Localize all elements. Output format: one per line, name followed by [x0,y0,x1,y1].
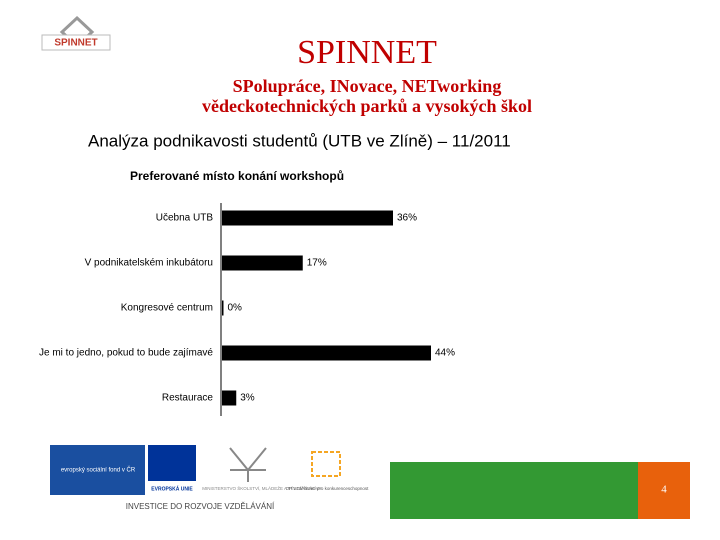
value-label: 0% [228,303,243,314]
eu-text: EVROPSKÁ UNIE [151,485,193,492]
bar [222,255,303,271]
category-label: Je mi to jedno, pokud to bude zajímavé [39,348,213,359]
op-logo [311,451,341,477]
chart-title: Preferované místo konání workshopů [130,169,344,183]
category-label: V podnikatelském inkubátoru [85,258,213,269]
value-label: 3% [240,393,255,404]
category-label: Kongresové centrum [121,303,213,314]
page-box [638,462,690,519]
investice-text: INVESTICE DO ROZVOJE VZDĚLÁVÁNÍ [126,502,275,511]
footer-logos: evropský sociální fond v ČR EVROPSKÁ UNI… [50,445,369,511]
category-label: Restaurace [162,393,214,404]
esf-logo [50,445,145,495]
page-number: 4 [661,484,667,496]
msmt-text: MINISTERSTVO ŠKOLSTVÍ, MLÁDEŽE A TĚLOVÝC… [202,484,321,491]
footer-band [390,462,638,519]
slide-title: SPINNET [297,34,437,71]
esf-text: evropský sociální fond v ČR [61,467,136,474]
value-label: 44% [435,348,455,359]
bar [222,300,224,316]
op-text: OP Vzdělávání pro konkurenceschopnost [286,486,369,491]
logo: SPINNET [41,15,111,51]
logo-text: SPINNET [54,38,97,49]
bar [222,210,393,226]
heading: Analýza podnikavosti studentů (UTB ve Zl… [88,131,511,150]
msmt-logo [229,447,267,482]
logo-box [41,34,111,51]
value-label: 17% [307,258,327,269]
value-label: 36% [397,213,417,224]
subtitle: SPolupráce, INovace, NETworking [233,76,502,96]
bar [222,345,431,361]
plot: Učebna UTB 36% V podnikatelském inkubátoru… [39,210,455,406]
category-label: Učebna UTB [156,213,214,224]
subtitle: vědeckotechnických parků a vysokých škol [202,96,532,116]
bar [222,390,237,406]
eu-flag [148,445,196,481]
